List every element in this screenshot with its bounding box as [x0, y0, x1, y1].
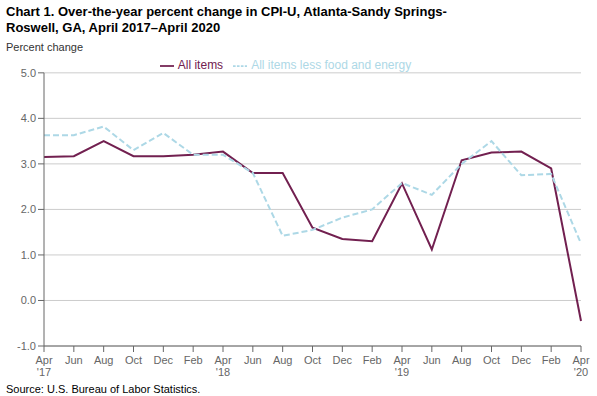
svg-text:5.0: 5.0: [21, 67, 36, 79]
svg-text:Aug: Aug: [452, 354, 472, 366]
svg-text:4.0: 4.0: [21, 112, 36, 124]
html-text:Source: U.S. Bureau of Labor S: Source: U.S. Bureau of Labor Statistics.: [6, 383, 201, 395]
svg-text:Apr'20: Apr'20: [572, 354, 589, 378]
svg-text:Feb: Feb: [542, 354, 561, 366]
svg-text:Oct: Oct: [125, 354, 142, 366]
svg-text:Apr'18: Apr'18: [214, 354, 231, 378]
svg-text:Apr'17: Apr'17: [35, 354, 52, 378]
svg-text:Jun: Jun: [65, 354, 83, 366]
svg-text:3.0: 3.0: [21, 158, 36, 170]
html-text:Chart 1. Over-the-year percent: Chart 1. Over-the-year percent change in…: [6, 4, 447, 19]
svg-text:Jun: Jun: [423, 354, 441, 366]
svg-text:Feb: Feb: [363, 354, 382, 366]
svg-text:Dec: Dec: [512, 354, 532, 366]
svg-text:2.0: 2.0: [21, 203, 36, 215]
svg-text:Aug: Aug: [94, 354, 114, 366]
svg-text:Oct: Oct: [483, 354, 500, 366]
html-text:Roswell, GA, April 2017–April: Roswell, GA, April 2017–April 2020: [6, 20, 221, 35]
svg-text:Aug: Aug: [273, 354, 293, 366]
html-text:All items: All items: [177, 58, 224, 72]
svg-text:0.0: 0.0: [21, 294, 36, 306]
svg-text:Feb: Feb: [184, 354, 203, 366]
svg-text:Dec: Dec: [154, 354, 174, 366]
svg-text:-1.0: -1.0: [17, 340, 36, 352]
svg-text:1.0: 1.0: [21, 249, 36, 261]
svg-text:Jun: Jun: [244, 354, 262, 366]
svg-text:Apr'19: Apr'19: [393, 354, 410, 378]
svg-text:Oct: Oct: [304, 354, 321, 366]
html-text:Percent change: Percent change: [6, 41, 84, 53]
svg-text:Dec: Dec: [333, 354, 353, 366]
html-text:All items less food and energy: All items less food and energy: [251, 58, 412, 72]
